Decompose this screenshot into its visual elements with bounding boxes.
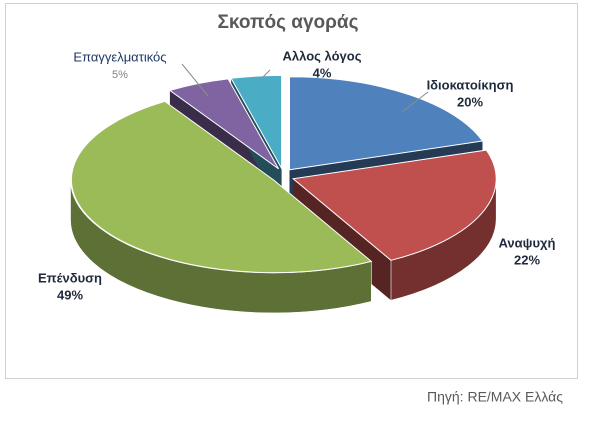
leader-line xyxy=(259,69,271,81)
category-label: Αναψυχή xyxy=(499,235,556,250)
category-label: Επένδυση xyxy=(38,270,102,285)
leader-line xyxy=(181,63,209,97)
value-label: 4% xyxy=(313,65,332,80)
category-label: Αλλος λόγος xyxy=(283,48,362,63)
slice xyxy=(289,76,484,171)
slice xyxy=(230,74,283,171)
value-label: 22% xyxy=(514,252,540,267)
category-label: Επαγγελματικός xyxy=(73,49,166,64)
chart-title: Σκοπός αγοράς xyxy=(218,12,359,33)
value-label: 20% xyxy=(457,94,483,109)
source-note: Πηγή: RE/MAX Ελλάς xyxy=(427,389,563,405)
pie xyxy=(70,74,497,314)
category-label: Ιδιοκατοίκηση xyxy=(427,77,514,92)
slice xyxy=(292,149,497,261)
leader-line xyxy=(401,91,429,113)
value-label: 49% xyxy=(57,287,83,302)
value-label: 5% xyxy=(112,69,128,81)
slice xyxy=(70,100,373,274)
